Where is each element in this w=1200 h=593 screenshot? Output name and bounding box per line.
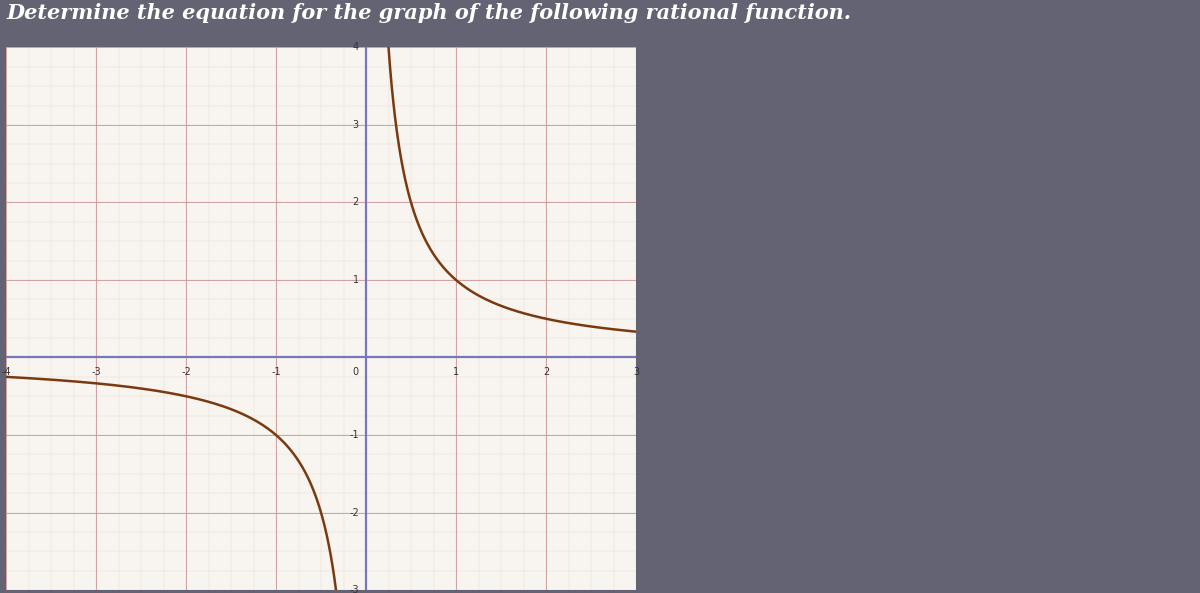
Text: 0: 0 (353, 367, 359, 377)
Text: 3: 3 (353, 120, 359, 130)
Text: -1: -1 (349, 430, 359, 440)
Text: -2: -2 (349, 508, 359, 518)
Text: -1: -1 (271, 367, 281, 377)
Text: Determine the equation for the graph of the following rational function.: Determine the equation for the graph of … (6, 3, 851, 23)
Text: -3: -3 (91, 367, 101, 377)
Text: 4: 4 (353, 43, 359, 52)
Text: 2: 2 (542, 367, 550, 377)
Text: 1: 1 (353, 275, 359, 285)
Text: 1: 1 (452, 367, 460, 377)
Text: -2: -2 (181, 367, 191, 377)
Text: -4: -4 (1, 367, 11, 377)
Text: 3: 3 (632, 367, 640, 377)
Text: -3: -3 (349, 585, 359, 593)
Text: 2: 2 (353, 197, 359, 208)
